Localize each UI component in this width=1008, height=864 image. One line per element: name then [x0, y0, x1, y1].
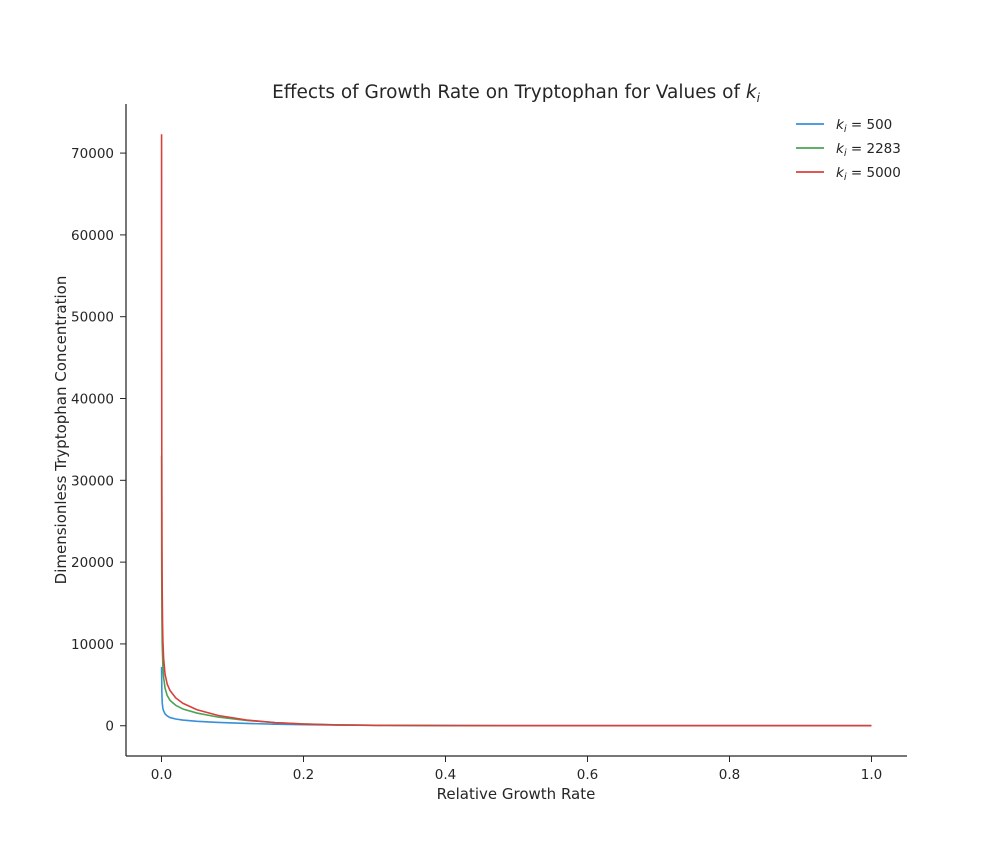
- y-axis: 0 10000 20000 30000 40000 50000 60000 70000: [71, 104, 127, 756]
- legend-value: = 5000: [847, 165, 901, 181]
- legend-symbol: k: [836, 165, 845, 181]
- y-tick-label: 50000: [71, 310, 114, 326]
- x-tick-label: 0.8: [719, 767, 740, 783]
- y-tick-label: 10000: [71, 637, 114, 653]
- legend-value: = 2283: [847, 141, 901, 157]
- legend-item: ki = 5000: [796, 165, 901, 183]
- plot-area: [160, 134, 872, 727]
- series-line-1: [160, 666, 872, 727]
- x-tick-label: 0.4: [435, 767, 456, 783]
- chart-title-text: Effects of Growth Rate on Tryptophan for…: [272, 82, 746, 103]
- chart-title-subscript: i: [757, 91, 761, 105]
- y-axis-title: Dimensionless Tryptophan Concentration: [52, 276, 70, 585]
- legend-value: = 500: [847, 117, 893, 133]
- x-tick-label: 0.6: [577, 767, 598, 783]
- y-tick-label: 0: [105, 719, 114, 735]
- x-tick-label: 0.2: [293, 767, 314, 783]
- y-tick-label: 60000: [71, 228, 114, 244]
- legend-symbol: k: [836, 141, 845, 157]
- y-tick-label: 30000: [71, 473, 114, 489]
- legend-subscript: i: [844, 172, 847, 183]
- y-tick-label: 70000: [71, 146, 114, 162]
- legend-item: ki = 2283: [796, 141, 901, 159]
- x-axis: 0.0 0.2 0.4 0.6 0.8 1.0: [126, 755, 907, 783]
- y-tick-label: 40000: [71, 392, 114, 408]
- chart-title: Effects of Growth Rate on Tryptophan for…: [272, 82, 760, 105]
- legend-label: ki = 5000: [836, 165, 901, 183]
- x-tick-label: 1.0: [861, 767, 882, 783]
- legend-subscript: i: [844, 148, 847, 159]
- y-tick-label: 20000: [71, 555, 114, 571]
- legend-symbol: k: [836, 117, 845, 133]
- legend-label: ki = 2283: [836, 141, 901, 159]
- chart-title-symbol: k: [746, 82, 758, 103]
- x-axis-title: Relative Growth Rate: [437, 785, 596, 803]
- legend-item: ki = 500: [796, 117, 892, 135]
- legend-subscript: i: [844, 124, 847, 135]
- legend-label: ki = 500: [836, 117, 892, 135]
- series-line-2: [160, 455, 872, 727]
- x-tick-label: 0.0: [151, 767, 172, 783]
- series-line-3: [160, 134, 872, 727]
